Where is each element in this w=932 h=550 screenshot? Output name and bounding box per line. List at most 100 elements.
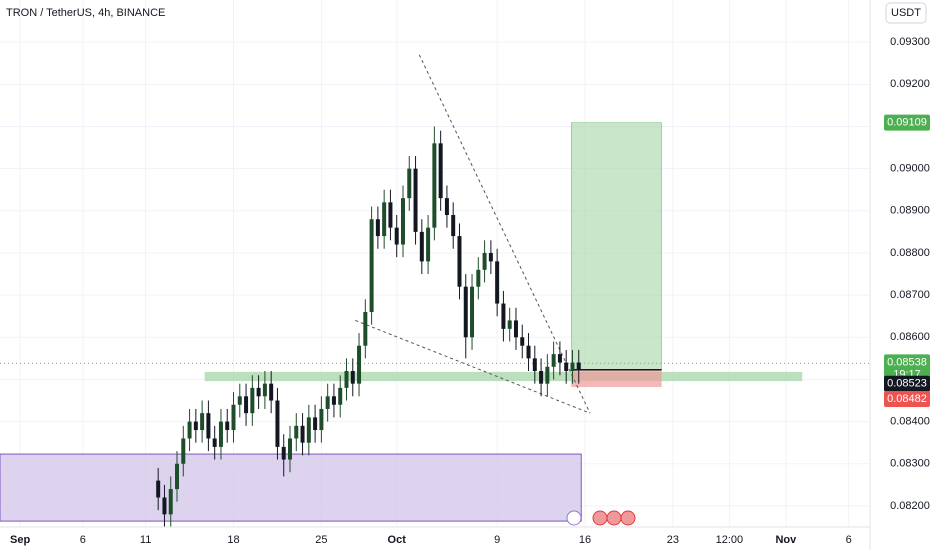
event-icon[interactable] xyxy=(606,510,622,526)
candle-body xyxy=(244,396,249,414)
candle-body xyxy=(400,198,405,245)
trendline xyxy=(418,54,591,414)
candle-body xyxy=(426,227,431,262)
candle-body xyxy=(482,252,487,270)
candle-body xyxy=(451,215,456,237)
y-tick-label: 0.08400 xyxy=(890,416,930,428)
zone xyxy=(0,453,582,522)
y-tick-label: 0.08200 xyxy=(890,500,930,512)
candle-body xyxy=(438,143,443,199)
candle-body xyxy=(250,387,255,414)
candle-body xyxy=(576,362,581,370)
candles xyxy=(156,126,581,527)
candle-body xyxy=(269,383,274,401)
candle-body xyxy=(319,408,324,431)
candle-body xyxy=(463,286,468,338)
candle-body xyxy=(175,463,180,490)
candle-body xyxy=(325,396,330,409)
candle-body xyxy=(407,168,412,199)
candle-body xyxy=(218,421,223,447)
y-tick-label: 0.08900 xyxy=(890,205,930,217)
candle-body xyxy=(413,168,418,232)
candle-body xyxy=(564,362,569,372)
candle-body xyxy=(470,286,475,338)
y-tick-label: 0.09300 xyxy=(890,36,930,48)
candle-body xyxy=(363,311,368,346)
candle-body xyxy=(369,219,374,312)
candle-body xyxy=(181,438,186,464)
event-icon[interactable] xyxy=(566,510,582,526)
candle-body xyxy=(344,371,349,388)
x-tick-label: 12:00 xyxy=(716,534,744,546)
candle-body xyxy=(513,320,518,338)
candle-body xyxy=(520,337,525,346)
candle-body xyxy=(557,354,562,363)
y-tick-label: 0.09000 xyxy=(890,163,930,175)
candle-body xyxy=(501,303,506,329)
price-tag-label: 0.09109 xyxy=(887,117,927,129)
price-tag xyxy=(884,375,930,392)
event-icon[interactable] xyxy=(620,510,636,526)
price-tag-label: 0.08482 xyxy=(887,393,927,405)
x-tick-label: Nov xyxy=(775,534,797,546)
candle-body xyxy=(357,345,362,384)
event-icon[interactable] xyxy=(592,510,608,526)
candle-body xyxy=(237,396,242,405)
loss-zone xyxy=(571,369,662,388)
x-tick-label: 25 xyxy=(315,534,327,546)
currency-button[interactable] xyxy=(885,2,927,24)
candle-body xyxy=(212,438,217,447)
candle-body xyxy=(539,371,544,384)
candle-body xyxy=(570,362,575,372)
profit-zone xyxy=(570,122,662,370)
candle-body xyxy=(225,421,230,431)
price-tag xyxy=(884,114,930,131)
x-tick-label: 9 xyxy=(494,534,500,546)
candle-body xyxy=(306,417,311,443)
candle-body xyxy=(526,345,531,359)
candle-body xyxy=(488,252,493,262)
candle-body xyxy=(495,261,500,304)
candle-body xyxy=(375,219,380,237)
candle-body xyxy=(388,202,393,228)
x-tick-label: Sep xyxy=(10,534,30,546)
x-tick-label: 23 xyxy=(667,534,679,546)
y-tick-label: 0.08300 xyxy=(890,458,930,470)
x-tick-label: 11 xyxy=(140,534,151,546)
candle-body xyxy=(294,425,299,439)
candle-body xyxy=(300,425,305,443)
candle-body xyxy=(231,404,236,431)
y-tick-label: 0.09200 xyxy=(890,78,930,90)
x-tick-label: 16 xyxy=(579,534,591,546)
candle-body xyxy=(457,236,462,287)
candle-body xyxy=(162,497,167,515)
x-tick-label: 6 xyxy=(80,534,86,546)
currency-label[interactable]: USDT xyxy=(891,7,921,19)
trendline xyxy=(355,319,591,414)
candle-body xyxy=(338,387,343,405)
event-icons xyxy=(566,510,636,526)
candle-body xyxy=(444,198,449,216)
candle-body xyxy=(507,320,512,329)
price-tag xyxy=(884,391,930,408)
candle-body xyxy=(532,358,537,372)
x-tick-label: 6 xyxy=(846,534,852,546)
drawings xyxy=(0,54,870,522)
y-tick-label: 0.08700 xyxy=(890,289,930,301)
zone xyxy=(204,371,803,382)
candle-body xyxy=(168,489,173,515)
chart-title: TRON / TetherUS, 4h, BINANCE xyxy=(6,7,165,19)
candle-body xyxy=(419,231,424,262)
candle-body xyxy=(476,269,481,287)
candle-body xyxy=(313,417,318,431)
candle-body xyxy=(350,371,355,384)
candle-body xyxy=(156,480,161,498)
candle-body xyxy=(275,400,280,447)
x-tick-label: Oct xyxy=(388,534,407,546)
price-tag-label: 0.08523 xyxy=(887,378,927,390)
candle-body xyxy=(256,387,261,397)
candle-body xyxy=(206,413,211,439)
candle-body xyxy=(187,421,192,439)
candle-body xyxy=(432,143,437,228)
